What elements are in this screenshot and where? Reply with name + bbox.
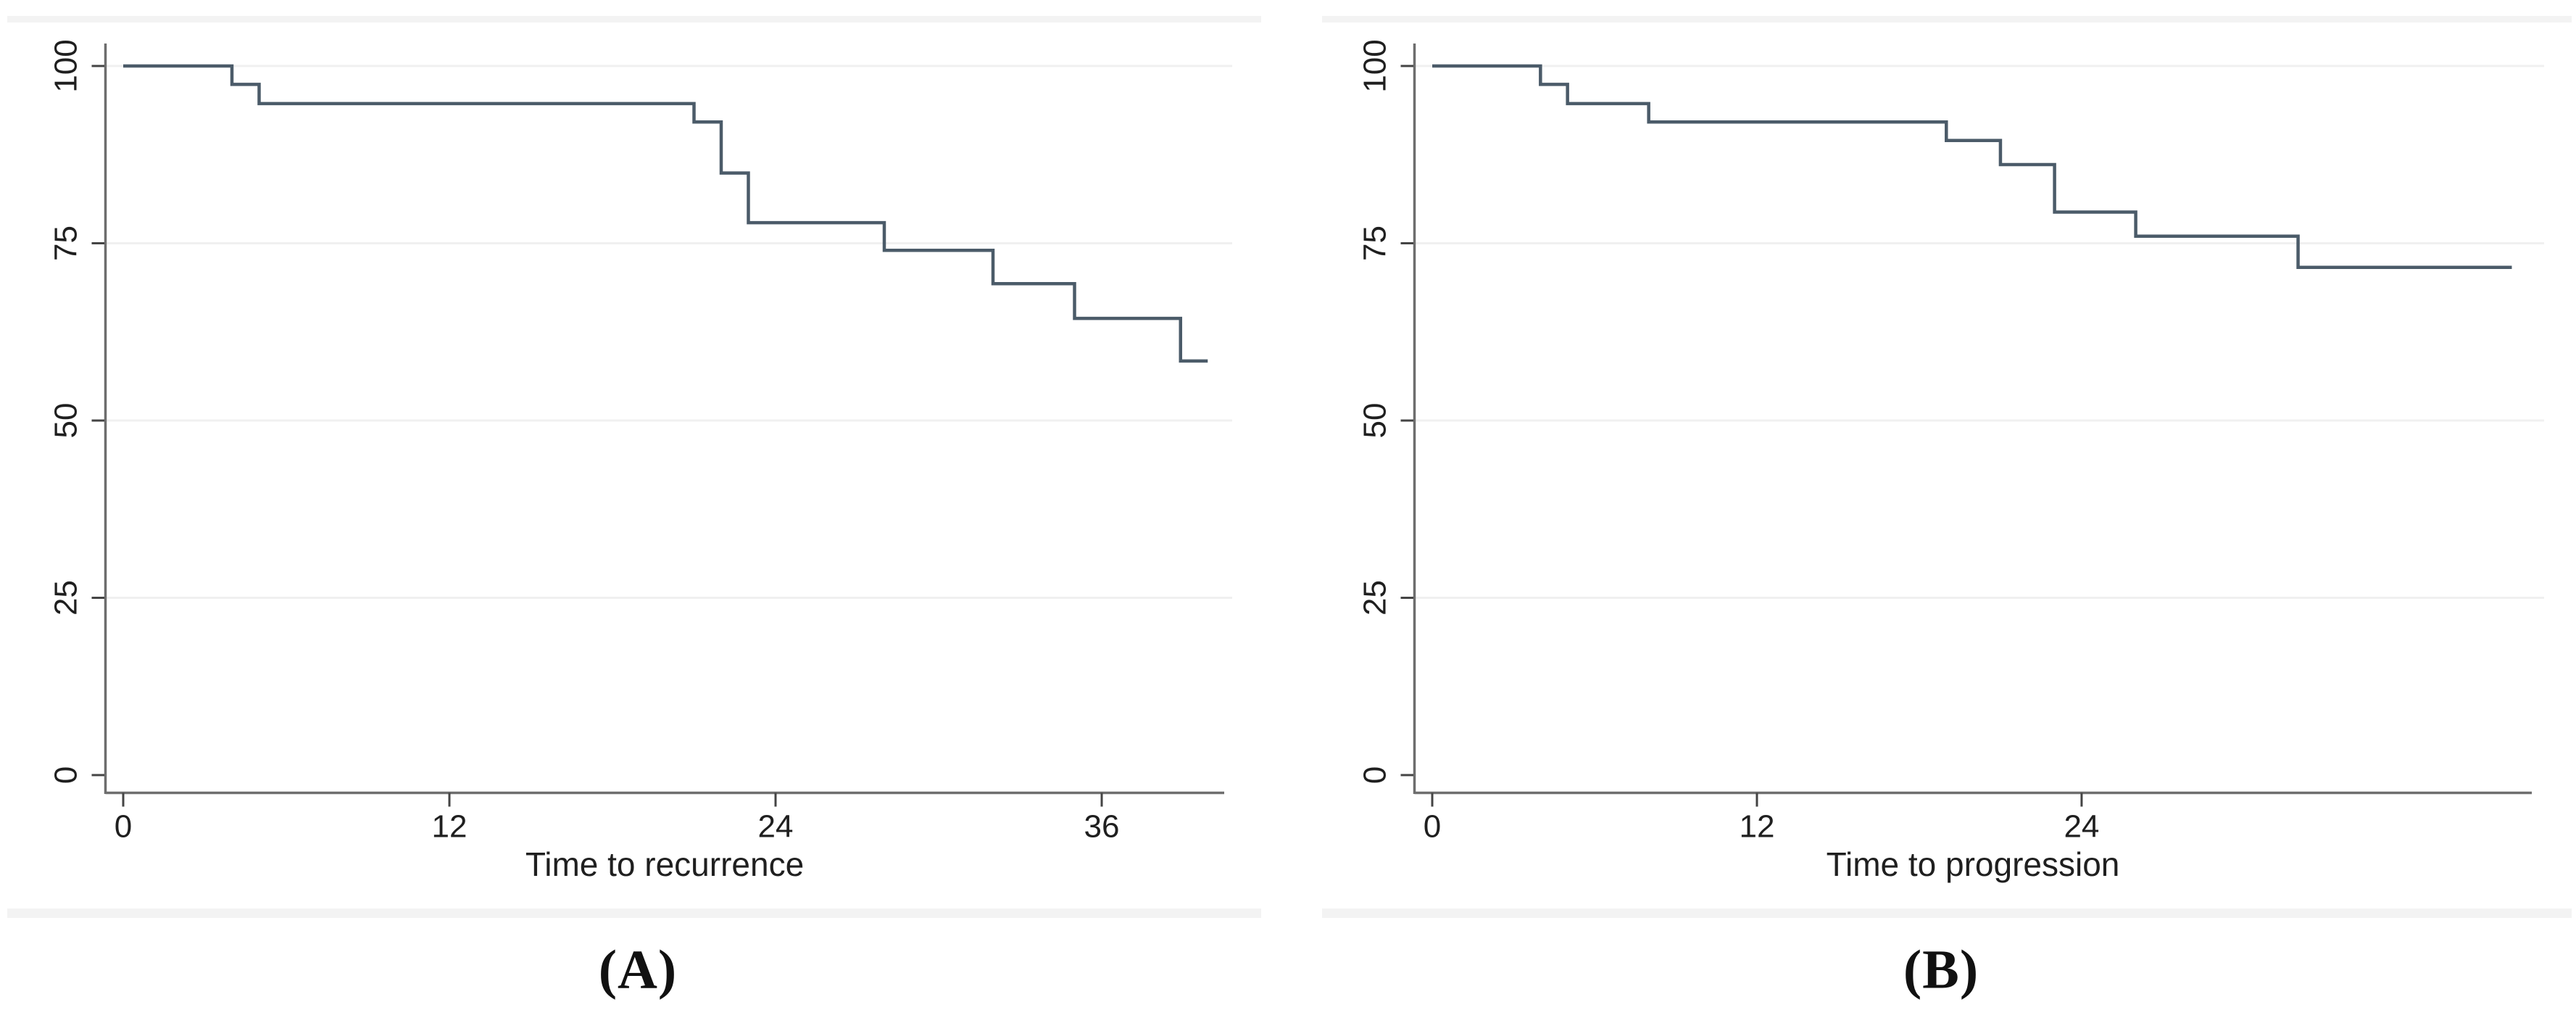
x-tick-label: 12 xyxy=(432,809,468,845)
x-tick-label: 0 xyxy=(1424,809,1441,845)
x-tick-label: 12 xyxy=(1739,809,1774,845)
panel-edge-stripe-top xyxy=(7,16,1261,22)
y-tick-label: 50 xyxy=(49,403,84,439)
y-tick-label: 100 xyxy=(1358,39,1393,92)
x-tick-label: 24 xyxy=(2064,809,2099,845)
y-tick-label: 25 xyxy=(1358,580,1393,616)
panel-a-caption: (A) xyxy=(598,939,678,1001)
y-tick-label: 25 xyxy=(49,580,84,616)
km-curve xyxy=(1432,64,2512,270)
y-tick-label: 75 xyxy=(1358,225,1393,261)
y-tick-label: 100 xyxy=(49,39,84,92)
x-tick-label: 0 xyxy=(115,809,132,845)
x-tick-label: 36 xyxy=(1084,809,1120,845)
panel-edge-stripe-top xyxy=(1322,16,2572,22)
panel-edge-stripe-bottom xyxy=(7,908,1261,918)
panel-b-caption: (B) xyxy=(1903,939,1979,1001)
x-axis-title: Time to recurrence xyxy=(525,845,804,883)
x-axis-title: Time to progression xyxy=(1827,845,2120,883)
panel-edge-stripe-bottom xyxy=(1322,908,2572,918)
y-tick-label: 0 xyxy=(1358,766,1393,784)
x-tick-label: 24 xyxy=(758,809,794,845)
y-tick-label: 75 xyxy=(49,225,84,261)
km-curve xyxy=(123,64,1208,363)
y-tick-label: 0 xyxy=(49,766,84,784)
y-tick-label: 50 xyxy=(1358,403,1393,439)
